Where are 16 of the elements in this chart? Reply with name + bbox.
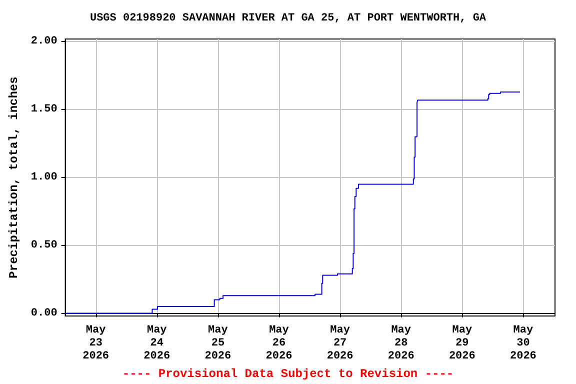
x-tick-label: May 30 2026 [510, 324, 536, 362]
x-tick-label: May 26 2026 [266, 324, 292, 362]
y-axis-title: Precipitation, total, inches [7, 76, 21, 278]
chart-title: USGS 02198920 SAVANNAH RIVER AT GA 25, AT PORT WENTWORTH, GA [90, 12, 486, 24]
y-tick-label: 1.50 [30, 104, 58, 116]
y-tick-label: 2.00 [30, 36, 58, 48]
x-tick-label: May 23 2026 [82, 324, 110, 362]
x-tick-label: May 27 2026 [326, 324, 354, 362]
y-tick-label: 0.50 [30, 239, 58, 252]
x-tick-label: May 28 2026 [388, 324, 414, 362]
y-tick-label: 1.00 [30, 172, 58, 184]
x-tick-label: May 29 2026 [448, 324, 476, 362]
x-tick-label: May 25 2026 [204, 324, 232, 362]
text: ---- Provisional Data Subject to Revision ---- [122, 367, 454, 381]
y-tick-label: 0.00 [30, 307, 58, 320]
x-tick-label: May 24 2026 [144, 324, 170, 362]
